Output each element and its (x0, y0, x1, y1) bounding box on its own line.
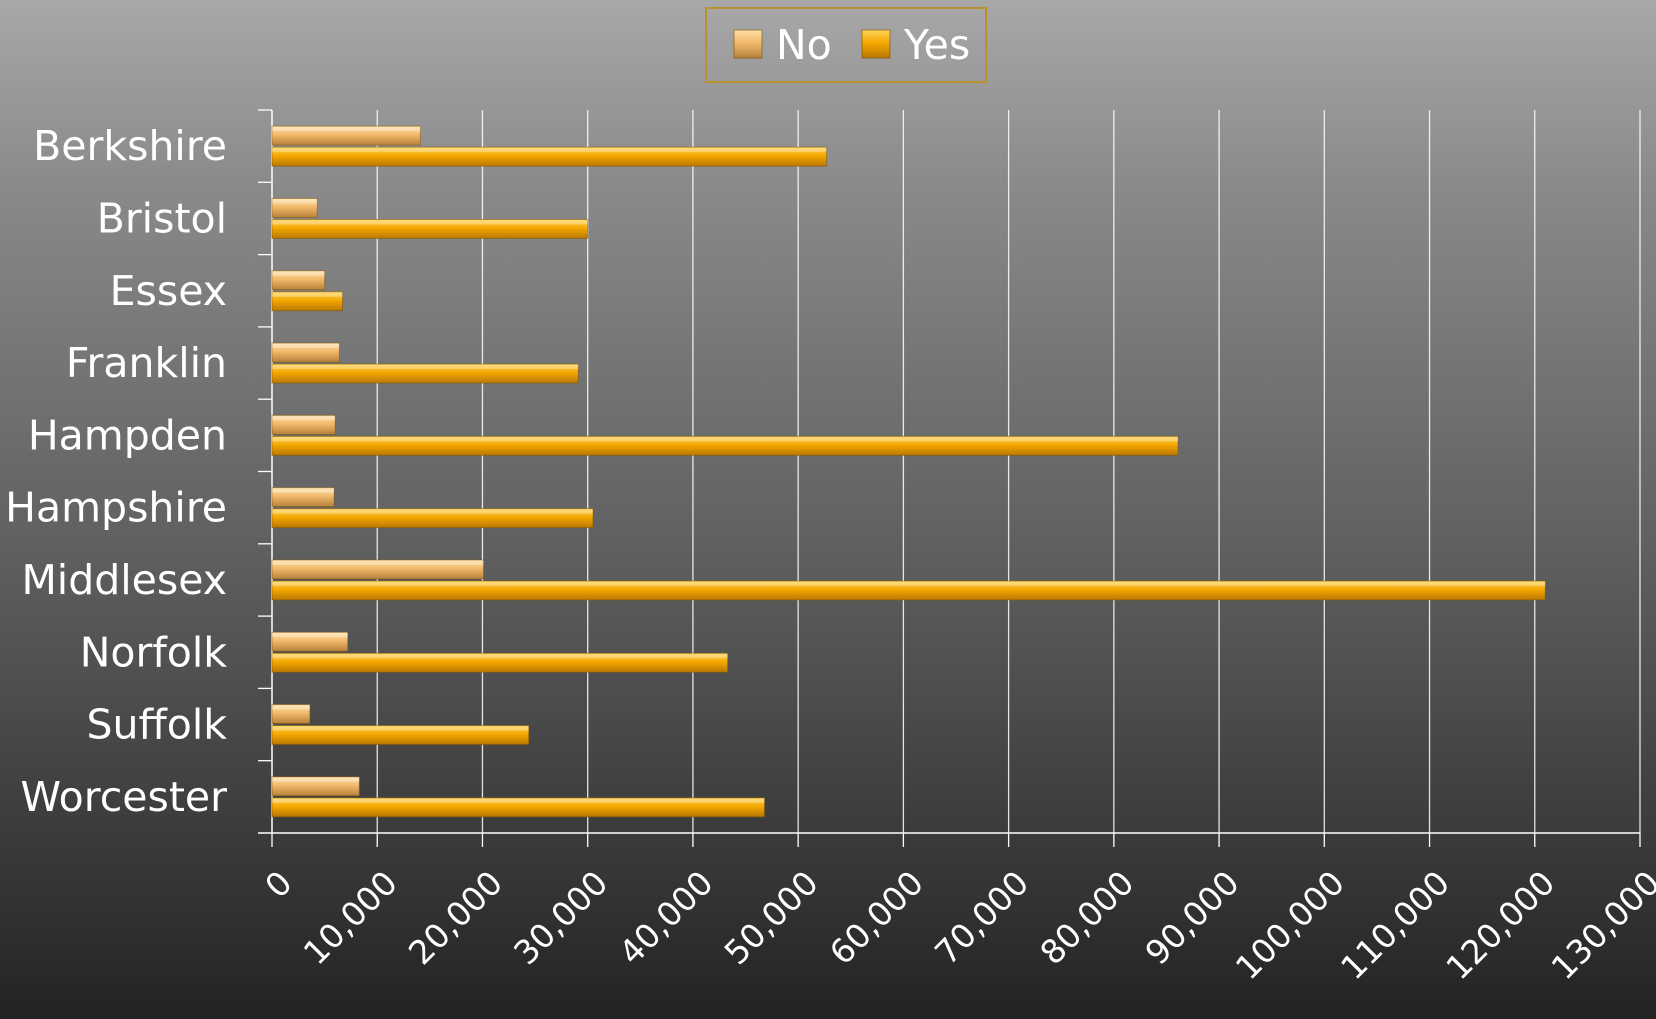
bar-no-bristol (271, 197, 318, 218)
category-label-franklin: Franklin (66, 339, 227, 387)
legend-item-no: No (733, 21, 832, 69)
bar-no-hampshire (271, 487, 335, 508)
x-tick-label: 110,000 (1333, 863, 1457, 987)
bar-no-suffolk (271, 704, 311, 725)
legend-item-yes: Yes (861, 21, 970, 69)
bar-no-worcester (271, 776, 360, 797)
legend-label: Yes (903, 21, 970, 69)
gridlines (376, 110, 1641, 833)
bar-yes-norfolk (271, 652, 729, 673)
x-tick-labels: 010,00020,00030,00040,00050,00060,00070,… (257, 863, 1656, 987)
bar-no-berkshire (271, 125, 421, 146)
bars (271, 125, 1546, 818)
x-tick-label: 70,000 (927, 863, 1036, 972)
x-tick-label: 50,000 (717, 863, 826, 972)
bar-yes-middlesex (271, 580, 1546, 601)
x-tick-label: 120,000 (1438, 863, 1562, 987)
category-label-essex: Essex (110, 267, 227, 315)
bar-no-middlesex (271, 559, 485, 580)
category-label-suffolk: Suffolk (87, 701, 228, 749)
category-labels: Berkshire Bristol Essex Franklin Hampden Hamp… (5, 122, 227, 821)
category-label-hampshire: Hampshire (5, 484, 227, 532)
bar-yes-hampden (271, 435, 1179, 456)
bar-no-essex (271, 270, 326, 291)
bar-yes-berkshire (271, 146, 828, 167)
x-tick-label: 0 (257, 863, 299, 905)
bar-no-franklin (271, 342, 340, 363)
x-tick-label: 30,000 (506, 863, 615, 972)
legend: No Yes (705, 7, 987, 83)
legend-label: No (776, 21, 832, 69)
x-tick-label: 60,000 (822, 863, 931, 972)
category-label-middlesex: Middlesex (21, 556, 227, 604)
x-tick-label: 130,000 (1544, 863, 1656, 987)
category-label-hampden: Hampden (28, 411, 227, 459)
x-tick-label: 100,000 (1228, 863, 1352, 987)
x-tick-label: 80,000 (1032, 863, 1141, 972)
bar-yes-essex (271, 291, 344, 312)
bar-yes-franklin (271, 363, 579, 384)
x-tick-label: 40,000 (611, 863, 720, 972)
x-tick-label: 20,000 (401, 863, 510, 972)
bar-yes-worcester (271, 797, 765, 818)
bar-no-hampden (271, 414, 336, 435)
category-label-norfolk: Norfolk (80, 628, 228, 676)
x-tick-label: 10,000 (296, 863, 405, 972)
bar-yes-bristol (271, 218, 589, 239)
legend-swatch (861, 29, 891, 59)
legend-swatch (733, 29, 763, 59)
category-label-berkshire: Berkshire (33, 122, 227, 170)
bar-yes-hampshire (271, 508, 594, 529)
legend-box (705, 7, 987, 83)
category-label-worcester: Worcester (21, 773, 228, 821)
bar-no-norfolk (271, 631, 349, 652)
category-label-bristol: Bristol (97, 194, 227, 242)
bar-yes-suffolk (271, 725, 530, 746)
